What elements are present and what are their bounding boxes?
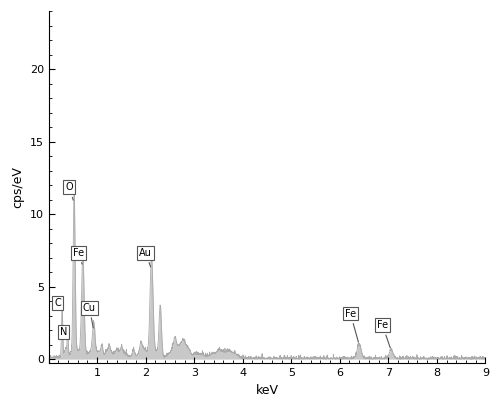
Text: O: O bbox=[65, 182, 74, 200]
X-axis label: keV: keV bbox=[256, 384, 278, 397]
Text: Cu: Cu bbox=[83, 303, 96, 328]
Y-axis label: cps/eV: cps/eV bbox=[11, 166, 24, 208]
Text: Fe: Fe bbox=[345, 308, 358, 342]
Text: N: N bbox=[60, 327, 67, 337]
Text: C: C bbox=[54, 298, 61, 308]
Text: Au: Au bbox=[140, 248, 152, 267]
Text: Fe: Fe bbox=[377, 320, 390, 348]
Text: Fe: Fe bbox=[73, 248, 85, 264]
